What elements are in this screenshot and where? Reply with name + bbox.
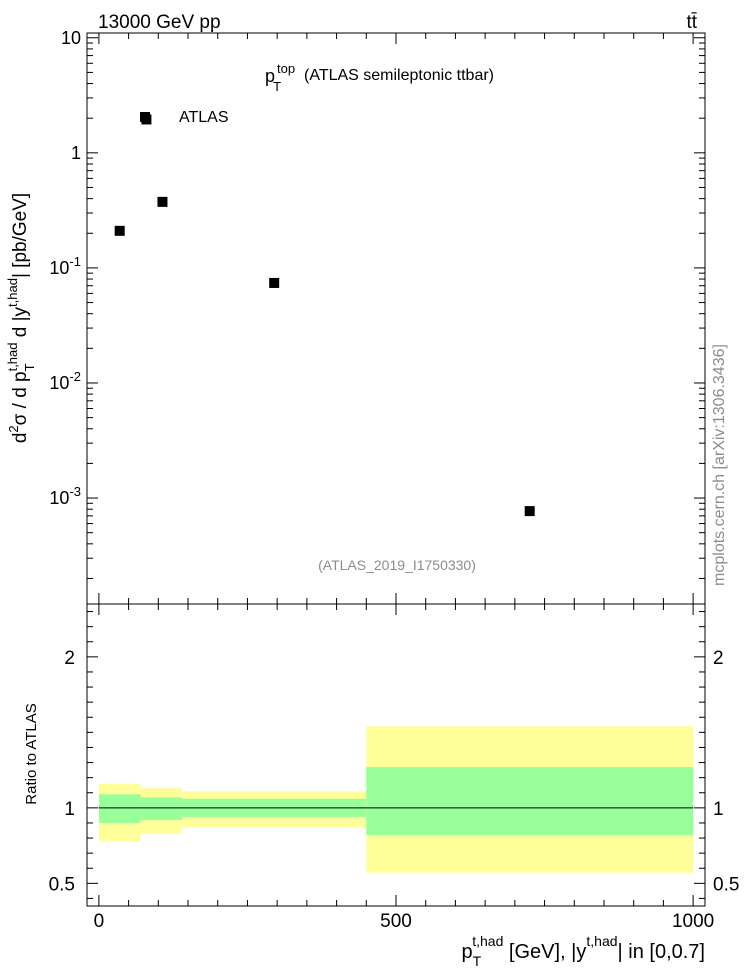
ratio-y-tick-label-left: 0.5 <box>49 874 75 895</box>
x-tick-label: 500 <box>380 911 412 932</box>
ratio-y-tick-label-right: 1 <box>713 799 724 820</box>
x-tick-label: 1000 <box>672 911 714 932</box>
y-tick-label: 10-2 <box>49 369 81 393</box>
energy-label: 13000 GeV pp <box>98 12 221 33</box>
legend-label: ATLAS <box>179 109 229 126</box>
ratio-plot-panel: 0.5 0.5 1 1 2 2 0 500 1000 Ratio to ATLAS pTt,ha… <box>23 603 739 969</box>
y-axis-label: d2σ / d pTt,had d |yt,had| [pb/GeV] <box>5 193 37 443</box>
ratio-y-tick-label-left: 1 <box>64 799 75 820</box>
mcplots-side-label: mcplots.cern.ch [arXiv:1306.3436] <box>711 344 728 586</box>
ratio-axis-ticks: 0.5 0.5 1 1 2 2 0 500 1000 <box>49 604 739 932</box>
y-tick-label: 1 <box>71 143 81 163</box>
ratio-y-tick-label-right: 0.5 <box>713 874 739 895</box>
data-point <box>157 196 168 207</box>
process-label: tt̄ <box>686 12 697 33</box>
legend-marker <box>140 112 150 122</box>
data-points <box>114 114 535 517</box>
uncertainty-band-inner <box>98 794 141 823</box>
data-point <box>114 225 125 236</box>
y-tick-label: 10-1 <box>49 254 81 278</box>
analysis-id: (ATLAS_2019_I1750330) <box>318 557 476 573</box>
ratio-y-tick-label-right: 2 <box>713 648 724 669</box>
x-axis-label: pTt,had [GeV], |yt,had| in [0,0.7] <box>462 933 705 969</box>
ratio-y-tick-label-left: 2 <box>64 648 75 669</box>
data-point <box>269 277 280 288</box>
plot-title-observable: p top T <box>265 61 295 94</box>
y-tick-label: 10-3 <box>49 484 81 508</box>
uncertainty-band-inner <box>140 797 183 820</box>
ratio-y-axis-label: Ratio to ATLAS <box>23 703 40 804</box>
data-point <box>524 506 535 517</box>
x-tick-label: 0 <box>94 911 105 932</box>
ratio-bands <box>98 726 694 873</box>
main-plot-panel: 10 1 10-1 10-2 10-3 p top T (ATLAS semileptoni… <box>5 28 706 605</box>
plot-title: (ATLAS semileptonic ttbar) <box>304 67 494 84</box>
y-tick-label: 10 <box>61 28 81 48</box>
uncertainty-band-inner <box>366 767 694 836</box>
